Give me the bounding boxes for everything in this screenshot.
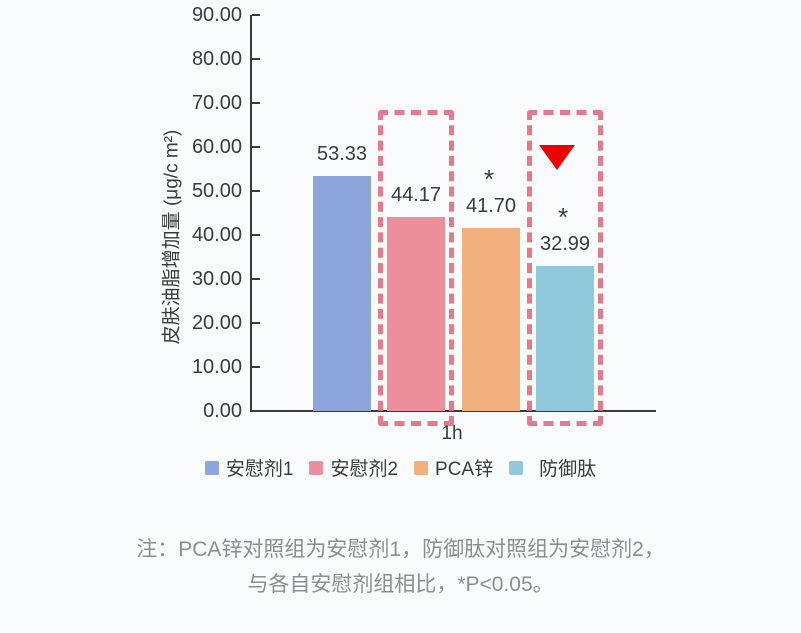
legend-label: PCA锌 xyxy=(435,459,494,480)
legend-item: PCA锌 xyxy=(414,454,493,481)
y-tick-label: 60.00 xyxy=(191,136,242,158)
y-tick-label: 20.00 xyxy=(191,312,242,334)
legend-item: 安慰剂1 xyxy=(204,454,294,481)
legend-swatch-icon xyxy=(309,460,324,475)
y-tick-mark xyxy=(252,14,260,16)
y-tick-label: 90.00 xyxy=(191,4,242,26)
bar-1 xyxy=(313,176,371,411)
significance-asterisk: * xyxy=(483,164,495,194)
footnote: 注：PCA锌对照组为安慰剂1，防御肽对照组为安慰剂2， 与各自安慰剂组相比，*P… xyxy=(0,532,801,602)
footnote-line-2: 与各自安慰剂组相比，*P<0.05。 xyxy=(247,573,554,596)
y-tick-label: 80.00 xyxy=(191,48,242,70)
red-triangle-down-icon xyxy=(539,145,575,170)
bar-3 xyxy=(462,228,520,411)
y-tick-mark xyxy=(252,58,260,60)
y-tick-mark xyxy=(252,190,260,192)
y-tick-label: 40.00 xyxy=(191,224,242,246)
bar-value-label: 53.33 xyxy=(316,143,368,165)
y-tick-label: 0.00 xyxy=(203,400,242,422)
y-tick-mark xyxy=(252,278,260,280)
y-axis-line xyxy=(250,15,252,412)
bar-value-label: 41.70 xyxy=(465,195,517,217)
legend-item: 安慰剂2 xyxy=(309,454,398,481)
legend-label: 安慰剂1 xyxy=(225,459,294,480)
y-tick-label: 30.00 xyxy=(191,268,242,290)
y-tick-mark xyxy=(252,322,260,324)
bar-4 xyxy=(536,266,594,411)
legend-swatch-icon xyxy=(414,460,429,475)
y-tick-label: 50.00 xyxy=(191,180,242,202)
y-tick-label: 10.00 xyxy=(191,356,242,378)
highlight-dashed-box xyxy=(378,110,454,426)
footnote-line-1: 注：PCA锌对照组为安慰剂1，防御肽对照组为安慰剂2， xyxy=(136,538,665,561)
highlight-dashed-box xyxy=(527,110,603,426)
legend-label: 防御肽 xyxy=(539,459,597,480)
legend-item: 防御肽 xyxy=(509,454,596,481)
y-tick-mark xyxy=(252,146,260,148)
x-category-label: 1h xyxy=(441,423,463,444)
bar-2 xyxy=(387,217,445,411)
y-tick-mark xyxy=(252,102,260,104)
legend: 安慰剂1 安慰剂2 PCA锌 防御肽 xyxy=(0,454,801,481)
legend-label: 安慰剂2 xyxy=(330,459,399,480)
bar-value-label: 44.17 xyxy=(390,184,442,206)
bar-value-label: 32.99 xyxy=(539,233,591,255)
y-tick-mark xyxy=(252,234,260,236)
y-tick-label: 70.00 xyxy=(191,92,242,114)
legend-swatch-icon xyxy=(204,460,219,475)
y-tick-mark xyxy=(252,366,260,368)
legend-swatch-icon xyxy=(509,460,524,475)
significance-asterisk: * xyxy=(557,202,569,232)
